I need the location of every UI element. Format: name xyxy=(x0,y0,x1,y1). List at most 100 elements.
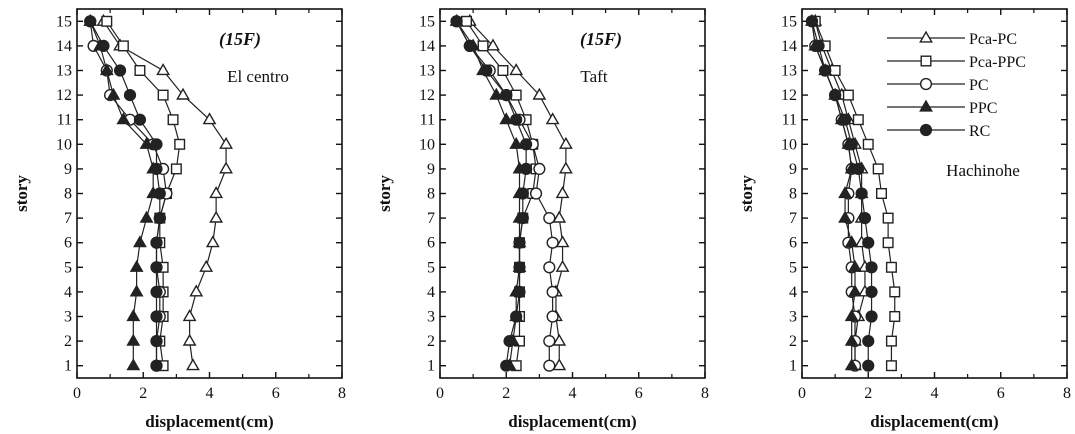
y-tick-label: 11 xyxy=(57,112,72,129)
y-tick-label: 15 xyxy=(419,13,435,30)
data-point-ppc xyxy=(116,112,131,125)
data-point-pc xyxy=(533,162,546,176)
data-point-pca-ppc xyxy=(829,64,841,76)
data-point-rc xyxy=(503,335,516,348)
y-tick-label: 14 xyxy=(419,38,435,55)
x-axis-label: displacement(cm) xyxy=(508,412,636,431)
x-tick-label: 4 xyxy=(931,385,939,402)
y-tick-label: 1 xyxy=(427,358,435,375)
y-tick-label: 4 xyxy=(789,284,797,301)
data-point-pca-ppc xyxy=(117,40,129,52)
y-tick-label: 4 xyxy=(64,284,72,301)
data-point-pca-ppc xyxy=(852,114,864,126)
data-point-pca-pc xyxy=(552,210,567,223)
data-point-rc xyxy=(862,335,875,348)
y-tick-label: 3 xyxy=(427,309,435,326)
data-point-pca-ppc xyxy=(842,89,854,101)
data-point-pca-ppc xyxy=(885,335,897,347)
data-point-pca-ppc xyxy=(889,311,901,323)
series-pca-pc xyxy=(462,13,573,371)
data-point-ppc xyxy=(106,87,121,100)
y-tick-label: 3 xyxy=(789,309,797,326)
data-point-ppc xyxy=(129,259,144,272)
data-point-rc xyxy=(97,39,110,53)
data-point-pca-pc xyxy=(555,235,570,248)
data-point-rc xyxy=(84,15,97,28)
legend: Pca-PC Pca-PPC PC PPC RC xyxy=(887,30,1026,140)
data-point-pca-ppc xyxy=(862,138,874,150)
data-point-ppc xyxy=(129,284,144,297)
data-point-pca-pc xyxy=(219,136,233,149)
data-point-pc xyxy=(546,285,559,299)
legend-label-pca-pc: Pca-PC xyxy=(969,31,1017,48)
annotation-label: Hachinohe xyxy=(946,161,1020,180)
y-tick-label: 12 xyxy=(781,87,797,104)
data-point-rc xyxy=(113,64,127,77)
data-point-pc xyxy=(543,261,556,274)
chart-panel-1: 0 2 4 6 8123456789101112131415displacement(c… xyxy=(12,8,346,431)
data-point-pca-pc xyxy=(186,358,200,371)
y-tick-label: 8 xyxy=(789,186,797,203)
y-tick-label: 2 xyxy=(427,333,435,350)
y-tick-label: 6 xyxy=(427,235,435,252)
series-rc xyxy=(450,15,533,372)
plot-frame xyxy=(439,8,706,379)
y-tick-label: 2 xyxy=(789,333,797,350)
data-point-pca-pc xyxy=(176,87,190,100)
legend-label-pc: PC xyxy=(969,77,989,94)
data-point-pca-ppc xyxy=(889,286,901,298)
x-tick-label: 6 xyxy=(272,385,280,402)
data-point-ppc xyxy=(838,186,852,199)
y-tick-label: 3 xyxy=(64,309,72,326)
x-tick-label: 6 xyxy=(635,385,643,402)
data-point-ppc xyxy=(139,136,154,149)
data-point-rc xyxy=(150,310,163,323)
legend-marker-pca-ppc xyxy=(920,55,932,67)
data-point-rc xyxy=(150,162,163,176)
x-tick-label: 0 xyxy=(798,385,806,402)
data-point-rc xyxy=(150,138,163,151)
data-point-rc xyxy=(829,88,842,102)
y-tick-label: 13 xyxy=(781,63,797,80)
x-tick-label: 4 xyxy=(206,385,214,402)
data-point-rc xyxy=(855,187,868,200)
y-tick-label: 11 xyxy=(782,112,797,129)
x-axis-label: displacement(cm) xyxy=(870,412,998,431)
data-point-rc xyxy=(510,310,523,323)
y-tick-label: 5 xyxy=(789,259,797,276)
data-point-rc xyxy=(133,113,147,126)
y-axis-label: story xyxy=(12,175,31,212)
y-tick-label: 7 xyxy=(789,210,797,227)
legend-label-rc: RC xyxy=(969,123,990,140)
x-tick-label: 4 xyxy=(569,385,577,402)
chart-panel-2: 0 2 4 6 8123456789101112131415displacement(c… xyxy=(375,8,709,431)
data-point-rc xyxy=(513,236,526,249)
data-point-rc xyxy=(510,113,523,126)
y-tick-label: 15 xyxy=(56,13,72,30)
x-tick-label: 0 xyxy=(73,385,81,402)
x-tick-label: 8 xyxy=(1063,385,1071,402)
data-point-pca-ppc xyxy=(876,187,888,199)
x-tick-label: 2 xyxy=(864,385,872,402)
data-point-rc xyxy=(150,236,163,249)
data-point-rc xyxy=(520,138,533,151)
x-tick-label: 2 xyxy=(502,385,510,402)
y-axis-label: story xyxy=(737,175,756,212)
y-tick-label: 7 xyxy=(427,210,435,227)
data-point-pca-pc xyxy=(205,235,220,248)
data-point-pca-ppc xyxy=(882,212,894,224)
data-point-rc xyxy=(865,285,878,299)
data-point-rc xyxy=(865,310,878,323)
y-tick-label: 9 xyxy=(789,161,797,178)
y-tick-label: 15 xyxy=(781,13,797,30)
plot-frame xyxy=(76,8,343,379)
data-point-rc xyxy=(123,88,137,102)
x-tick-label: 2 xyxy=(139,385,147,402)
y-tick-label: 4 xyxy=(427,284,435,301)
data-point-rc xyxy=(865,261,878,274)
series-pca-ppc xyxy=(809,15,901,372)
data-point-ppc xyxy=(489,87,504,100)
data-point-rc xyxy=(150,335,163,348)
data-point-pca-pc xyxy=(182,333,197,346)
